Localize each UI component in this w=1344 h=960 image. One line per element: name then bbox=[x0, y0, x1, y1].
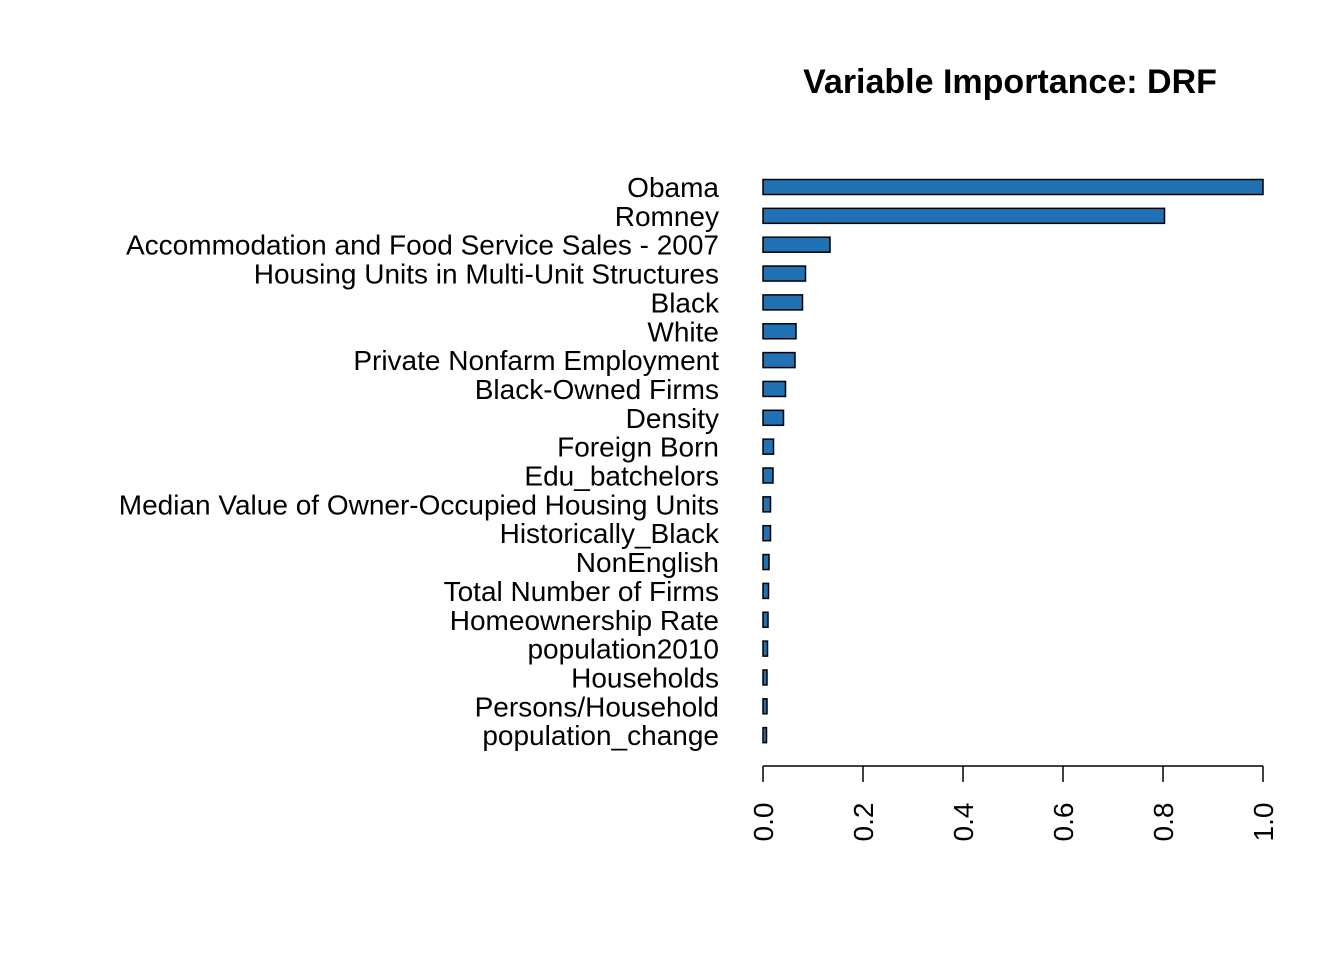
category-label: Historically_Black bbox=[500, 518, 720, 549]
bar-18 bbox=[762, 698, 768, 715]
category-label: Housing Units in Multi-Unit Structures bbox=[254, 259, 719, 290]
category-label: Romney bbox=[615, 201, 719, 232]
bar-10 bbox=[762, 467, 774, 484]
bar-9 bbox=[762, 438, 775, 455]
bar-5 bbox=[762, 323, 797, 340]
x-tick-label: 0.4 bbox=[948, 803, 979, 842]
bars-group bbox=[762, 178, 1264, 744]
bar-4 bbox=[762, 294, 804, 311]
bar-16 bbox=[762, 640, 769, 657]
bar-14 bbox=[762, 582, 770, 600]
bar-6 bbox=[762, 351, 796, 369]
bar-17 bbox=[762, 669, 768, 686]
category-label: Black bbox=[651, 287, 720, 318]
category-label: Edu_batchelors bbox=[524, 461, 719, 492]
category-label: Foreign Born bbox=[557, 432, 719, 463]
bar-7 bbox=[762, 380, 787, 398]
category-label: White bbox=[647, 316, 719, 347]
category-label: Density bbox=[626, 403, 719, 434]
x-tick-label: 1.0 bbox=[1248, 803, 1279, 842]
x-tick-label: 0.6 bbox=[1048, 803, 1079, 842]
category-label: Homeownership Rate bbox=[450, 605, 719, 636]
category-label: Accommodation and Food Service Sales - 2… bbox=[126, 230, 719, 261]
bar-1 bbox=[762, 207, 1166, 225]
category-label: NonEnglish bbox=[576, 547, 719, 578]
category-label: Total Number of Firms bbox=[444, 576, 719, 607]
category-label: population2010 bbox=[527, 634, 719, 665]
category-label: Households bbox=[571, 662, 719, 693]
bar-2 bbox=[762, 236, 831, 253]
category-label: Black-Owned Firms bbox=[475, 374, 719, 405]
category-label: Persons/Household bbox=[475, 691, 719, 722]
x-tick-label: 0.8 bbox=[1148, 803, 1179, 842]
bar-3 bbox=[762, 265, 807, 282]
category-label: Private Nonfarm Employment bbox=[353, 345, 719, 376]
bar-8 bbox=[762, 409, 785, 427]
bar-13 bbox=[762, 553, 770, 571]
category-label: Median Value of Owner-Occupied Housing U… bbox=[119, 489, 719, 520]
x-axis: 0.0 0.2 0.4 0.6 0.8 1.0 bbox=[748, 765, 1279, 842]
x-tick-label: 0.2 bbox=[848, 803, 879, 842]
bar-19 bbox=[762, 726, 768, 744]
category-label: population_change bbox=[482, 720, 719, 751]
chart-title: Variable Importance: DRF bbox=[803, 63, 1217, 101]
x-tick-label: 0.0 bbox=[748, 803, 779, 842]
bar-15 bbox=[762, 611, 769, 628]
category-label: Obama bbox=[627, 172, 719, 203]
bar-12 bbox=[762, 524, 772, 542]
bar-11 bbox=[762, 496, 772, 513]
bar-0 bbox=[762, 178, 1264, 196]
